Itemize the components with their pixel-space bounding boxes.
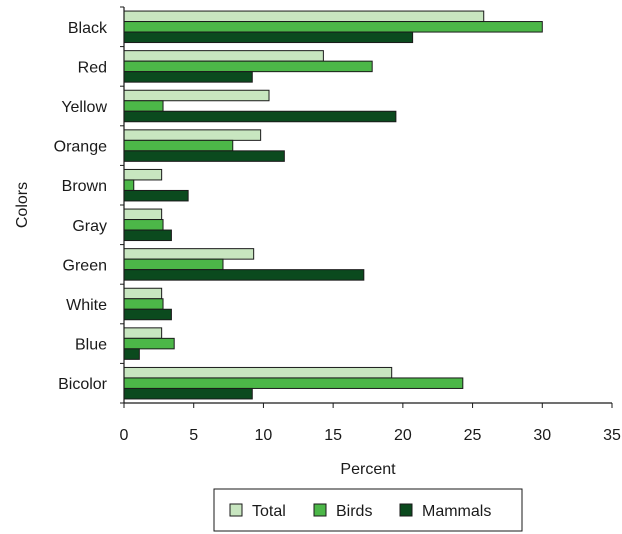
y-tick-label-brown: Brown <box>62 178 107 195</box>
bar-brown-mammals <box>123 189 189 202</box>
bar-gray-mammals <box>123 229 172 242</box>
bar-yellow-total <box>123 89 270 102</box>
x-ticks-group: 0 5 10 15 20 25 30 35 <box>120 403 621 444</box>
x-tick-label-15: 15 <box>324 427 342 444</box>
bar-blue-birds <box>123 337 175 350</box>
bar-white-mammals <box>123 308 172 321</box>
x-tick-label-35: 35 <box>603 427 621 444</box>
x-tick-label-30: 30 <box>533 427 551 444</box>
y-axis-title: Colors <box>14 182 31 228</box>
bar-yellow-mammals <box>123 110 397 123</box>
legend-swatch-birds <box>313 503 327 517</box>
legend-swatch-total <box>229 503 243 517</box>
bar-red-mammals <box>123 71 253 83</box>
bar-green-birds <box>123 258 224 271</box>
x-tick-label-5: 5 <box>189 427 198 444</box>
x-tick-label-25: 25 <box>464 427 482 444</box>
x-tick-label-20: 20 <box>394 427 412 444</box>
bar-blue-mammals <box>123 348 140 360</box>
y-tick-label-green: Green <box>63 257 107 274</box>
bar-gray-birds <box>123 219 164 231</box>
bar-black-total <box>123 10 485 23</box>
bar-gray-total <box>123 208 163 221</box>
bar-orange-total <box>123 129 262 141</box>
y-tick-label-white: White <box>66 297 107 314</box>
x-tick-label-0: 0 <box>120 427 129 444</box>
bar-blue-total <box>123 327 163 339</box>
bar-orange-mammals <box>123 150 285 162</box>
bar-white-total <box>123 287 163 300</box>
y-tick-label-blue: Blue <box>75 337 107 354</box>
x-tick-label-10: 10 <box>255 427 273 444</box>
bar-black-mammals <box>123 31 414 44</box>
y-tick-label-orange: Orange <box>54 139 107 156</box>
bar-green-total <box>123 248 255 260</box>
legend-label-total: Total <box>252 503 286 520</box>
bar-bicolor-mammals <box>123 387 253 400</box>
y-tick-label-bicolor: Bicolor <box>58 376 108 393</box>
legend-label-mammals: Mammals <box>422 503 491 520</box>
bar-bicolor-total <box>123 366 393 379</box>
bar-orange-birds <box>123 139 234 152</box>
bars-group <box>123 10 543 400</box>
legend-label-birds: Birds <box>336 503 372 520</box>
y-tick-label-red: Red <box>78 59 107 76</box>
legend-frame <box>213 488 523 532</box>
y-tick-label-gray: Gray <box>72 218 107 235</box>
x-axis-title: Percent <box>340 461 396 478</box>
legend: Total Birds Mammals <box>213 488 523 532</box>
legend-swatch-mammals <box>399 503 413 517</box>
bar-brown-birds <box>123 179 135 191</box>
bar-white-birds <box>123 298 164 310</box>
bar-black-birds <box>123 21 543 33</box>
bar-green-mammals <box>123 269 365 281</box>
y-ticks-group: Black Red Yellow Orange Brown Gray Green White B… <box>54 6 124 404</box>
y-tick-label-yellow: Yellow <box>61 99 107 116</box>
bar-red-birds <box>123 60 373 73</box>
bar-red-total <box>123 50 324 62</box>
bar-brown-total <box>123 168 163 181</box>
bar-bicolor-birds <box>123 377 464 389</box>
bar-yellow-birds <box>123 100 164 112</box>
y-tick-label-black: Black <box>68 20 108 37</box>
